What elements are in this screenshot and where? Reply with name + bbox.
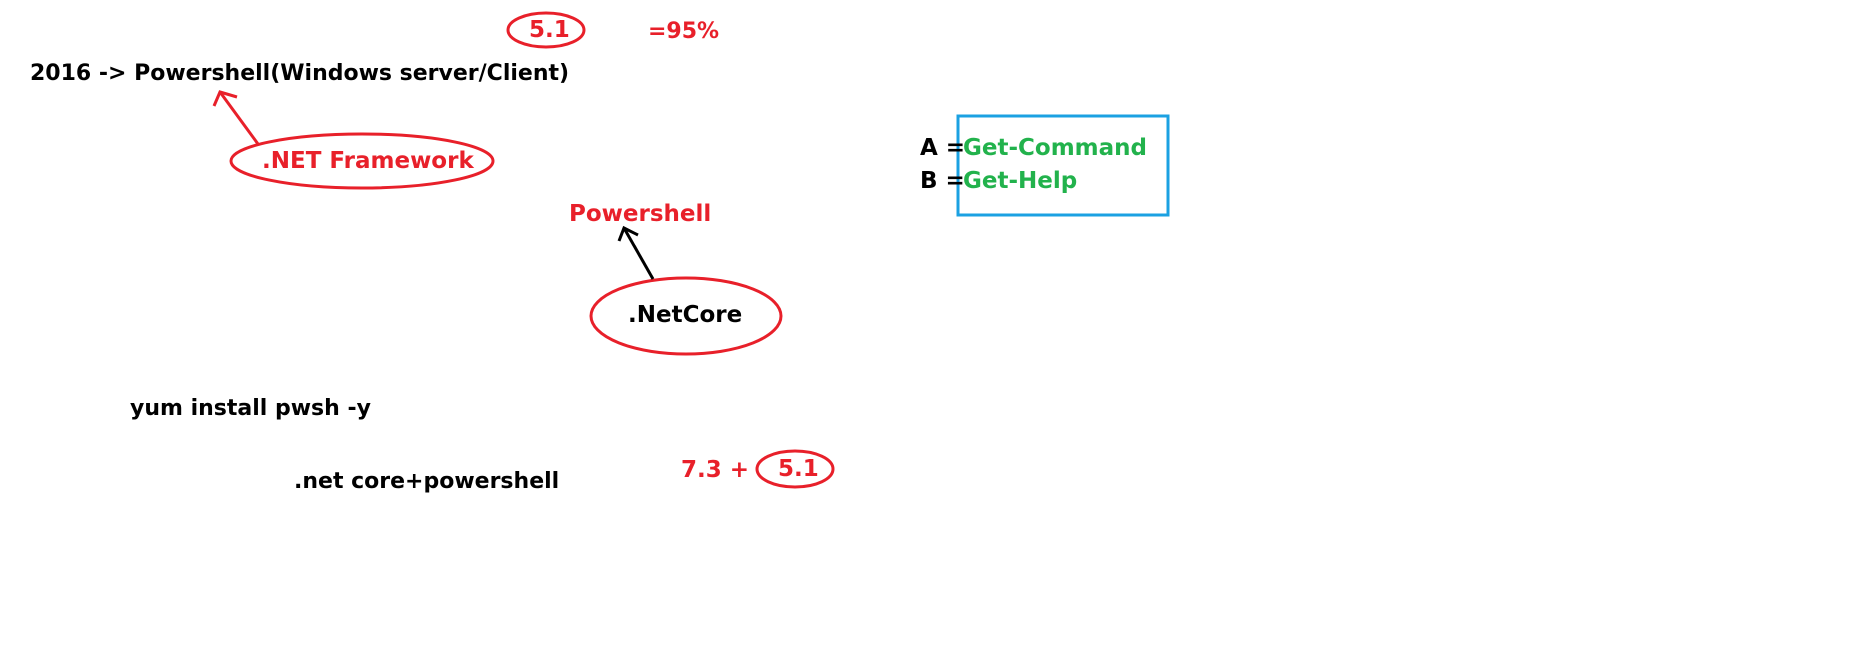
powershell-version-heading: 2016 -> Powershell(Windows server/Client… [30, 61, 570, 86]
command-a-value: Get-Command [963, 135, 1147, 161]
command-b-prefix: B = [920, 168, 965, 194]
powershell-label: Powershell [569, 201, 712, 227]
command-box [956, 114, 1170, 217]
percent-label: =95% [648, 19, 720, 44]
command-b-value: Get-Help [963, 168, 1078, 194]
framework-arrow-shaft [218, 91, 260, 145]
command-a-prefix: A = [920, 135, 966, 161]
netcore-arrow-head [617, 225, 639, 242]
framework-arrow-head [212, 90, 238, 107]
version-sum-left: 7.3 + [681, 457, 750, 483]
framework-label: .NET Framework [262, 148, 474, 174]
netcore-arrow-shaft [622, 227, 655, 280]
install-command: yum install pwsh -y [130, 396, 371, 421]
bottom-version-label: 5.1 [778, 456, 819, 482]
netcore-powershell-text: .net core+powershell [294, 469, 560, 494]
netcore-label: .NetCore [628, 302, 743, 328]
top-version-label: 5.1 [529, 17, 570, 43]
